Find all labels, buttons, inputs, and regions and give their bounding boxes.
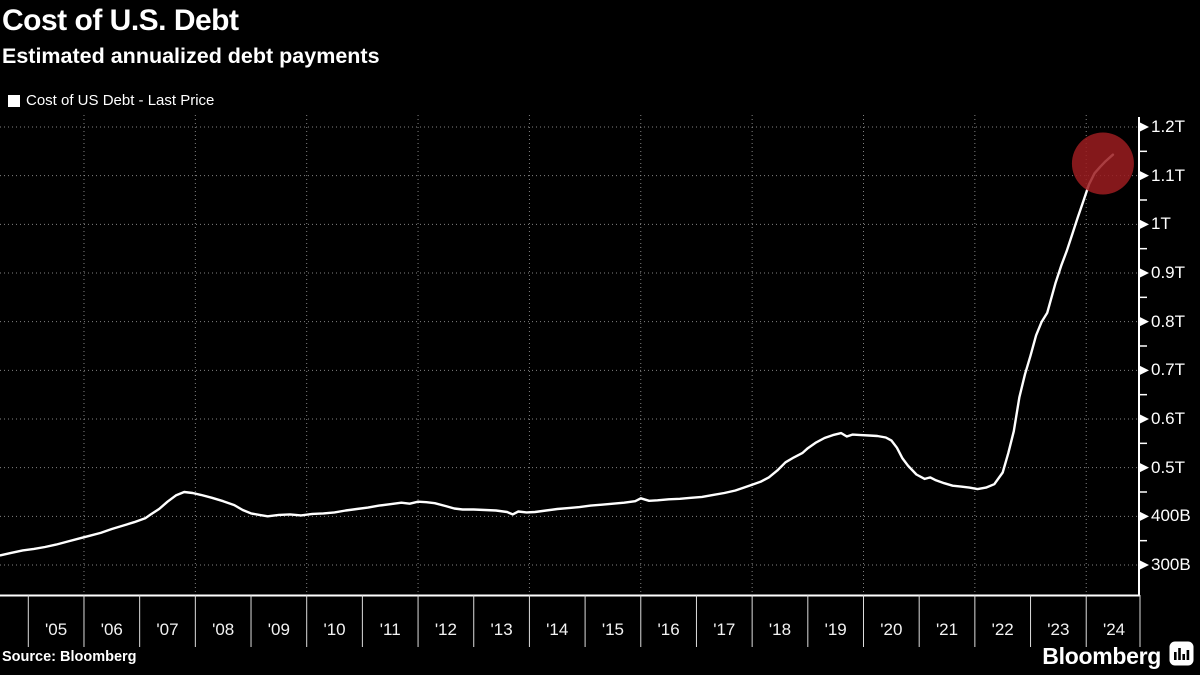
page-subtitle: Estimated annualized debt payments xyxy=(2,44,380,68)
x-axis-label: '24 xyxy=(1102,620,1126,639)
y-major-tick-arrow xyxy=(1140,122,1149,132)
y-major-tick-arrow xyxy=(1140,317,1149,327)
x-axis-label: '10 xyxy=(323,620,346,639)
x-axis-label: '11 xyxy=(379,620,401,639)
y-axis-label: 0.7T xyxy=(1151,360,1186,380)
x-axis-label: '20 xyxy=(880,620,903,639)
y-axis-label: 0.6T xyxy=(1151,408,1186,428)
x-axis-label: '22 xyxy=(991,620,1014,639)
legend-label: Cost of US Debt - Last Price xyxy=(26,92,215,109)
x-axis-label: '19 xyxy=(824,620,847,639)
x-axis-label: '06 xyxy=(100,620,123,639)
x-axis-label: '09 xyxy=(267,620,290,639)
x-axis-label: '12 xyxy=(434,620,457,639)
y-axis-label: 0.9T xyxy=(1151,262,1186,282)
y-major-tick-arrow xyxy=(1140,219,1149,229)
x-axis-label: '05 xyxy=(45,620,68,639)
y-major-tick-arrow xyxy=(1140,171,1149,181)
y-major-tick-arrow xyxy=(1140,560,1149,570)
y-axis-label: 0.5T xyxy=(1151,457,1186,477)
y-major-tick-arrow xyxy=(1140,511,1149,521)
price-line xyxy=(0,153,1115,557)
x-axis-label: '17 xyxy=(713,620,736,639)
y-major-tick-arrow xyxy=(1140,365,1149,375)
y-axis-label: 400B xyxy=(1151,506,1191,526)
bloomberg-logo: Bloomberg xyxy=(1042,641,1194,671)
x-axis-label: '18 xyxy=(768,620,792,639)
y-axis-label: 0.8T xyxy=(1151,311,1186,331)
legend-swatch-icon xyxy=(8,94,20,107)
y-axis-label: 1.1T xyxy=(1151,165,1186,185)
x-axis-label: '23 xyxy=(1047,620,1070,639)
y-major-tick-arrow xyxy=(1140,463,1149,473)
x-axis-label: '08 xyxy=(212,620,235,639)
y-axis-label: 300B xyxy=(1151,555,1191,574)
legend-item: Cost of US Debt - Last Price xyxy=(8,92,214,109)
x-axis-label: '21 xyxy=(935,620,959,639)
x-axis-label: '14 xyxy=(546,620,569,639)
page-title: Cost of U.S. Debt xyxy=(2,4,239,37)
y-major-tick-arrow xyxy=(1140,268,1149,278)
bloomberg-terminal-icon xyxy=(1169,641,1194,671)
x-axis-label: '07 xyxy=(156,620,179,639)
highlight-circle xyxy=(1071,132,1134,195)
y-axis-label: 1.2T xyxy=(1151,116,1186,136)
bloomberg-wordmark: Bloomberg xyxy=(1042,642,1161,669)
source-text: Source: Bloomberg xyxy=(2,649,137,665)
y-major-tick-arrow xyxy=(1140,414,1149,424)
x-axis-label: '16 xyxy=(657,620,680,639)
x-axis-label: '15 xyxy=(601,620,625,639)
y-axis-label: 1T xyxy=(1151,214,1171,234)
x-axis-label: '13 xyxy=(490,620,513,639)
